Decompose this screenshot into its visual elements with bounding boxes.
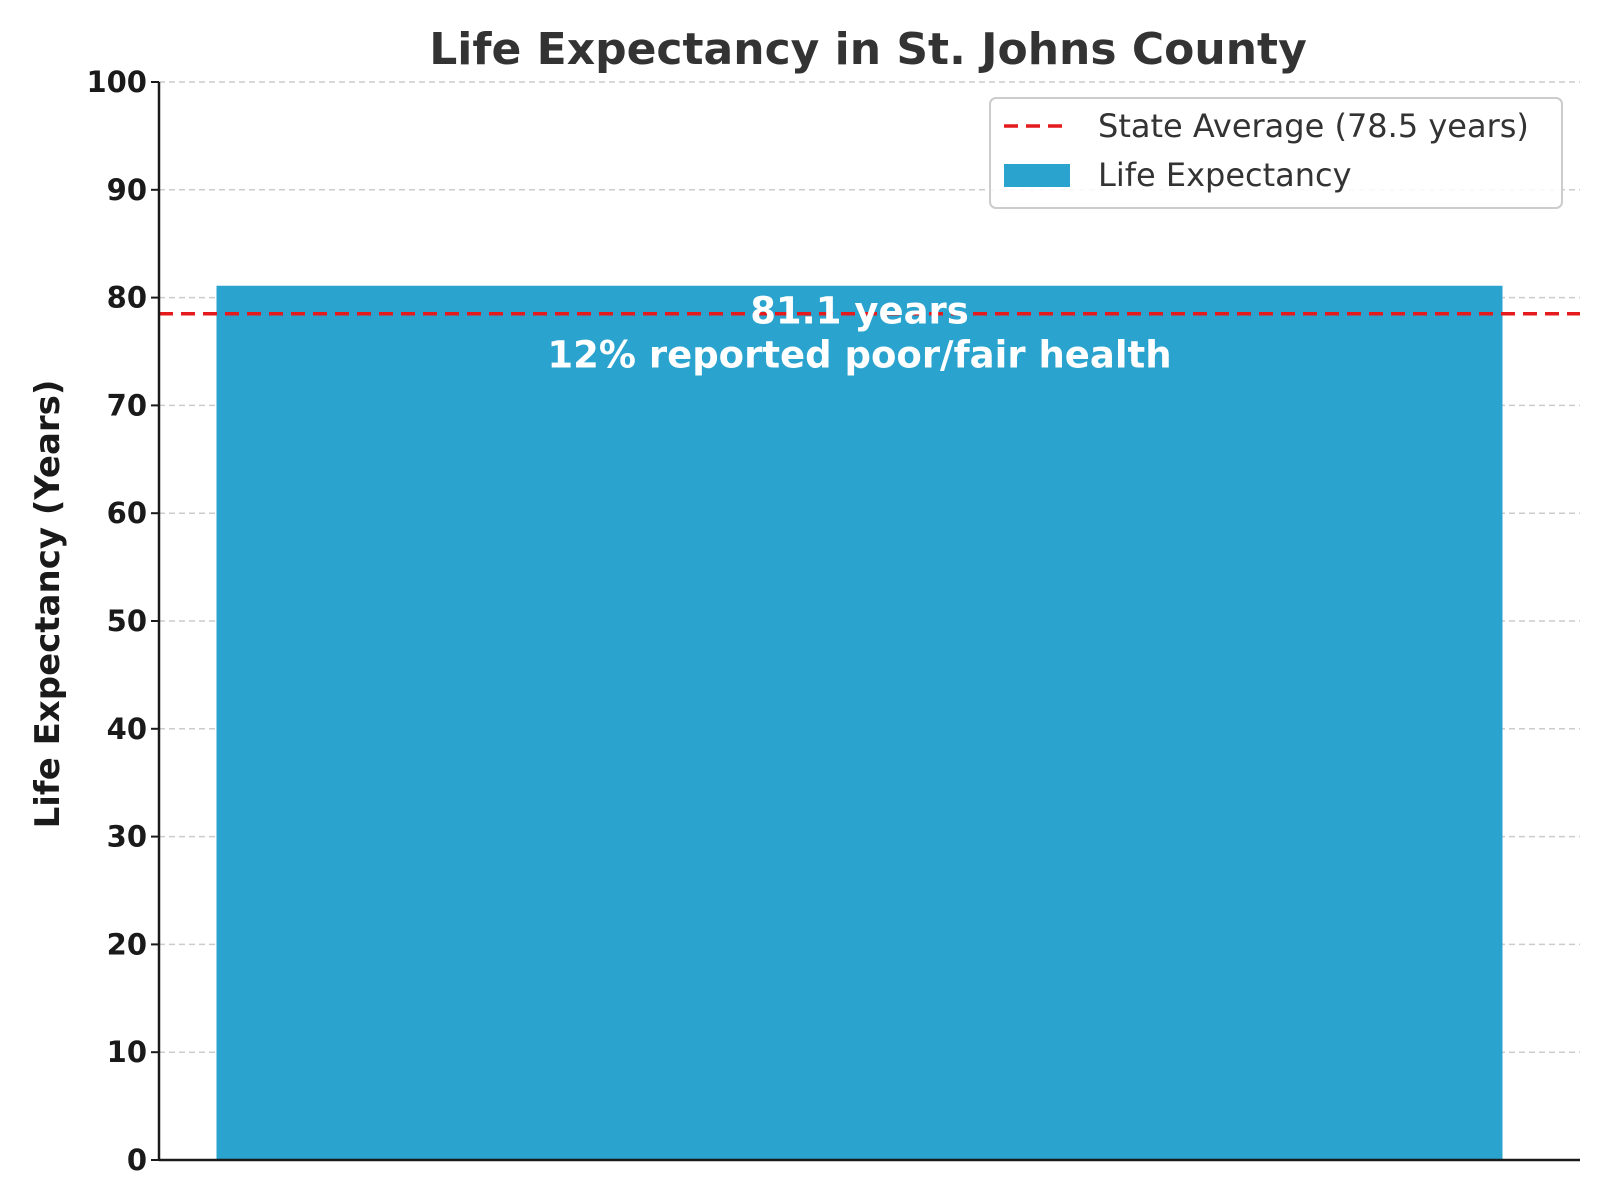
y-tick-label: 0 [127,1143,147,1177]
y-tick-label: 80 [107,281,147,315]
y-tick-label: 60 [107,496,147,530]
y-tick-label: 50 [107,604,147,638]
bars [216,285,1503,1160]
bar-value-label: 81.1 years [750,290,969,333]
y-tick-label: 90 [107,173,147,207]
bar-value-label: 12% reported poor/fair health [547,334,1171,377]
chart-title: Life Expectancy in St. Johns County [429,24,1307,75]
legend-label-state-average: State Average (78.5 years) [1098,107,1529,145]
y-axis-label: Life Expectancy (Years) [28,380,68,829]
y-tick-labels: 0 10 20 30 40 50 60 70 80 90 100 [86,65,159,1177]
y-tick-label: 70 [107,388,147,422]
legend-swatch-life-expectancy [1004,164,1070,187]
bar [216,285,1503,1160]
legend: State Average (78.5 years) Life Expectanc… [989,97,1563,209]
legend-label-life-expectancy: Life Expectancy [1098,156,1352,194]
y-tick-label: 10 [107,1035,147,1069]
y-tick-label: 40 [107,712,147,746]
y-tick-label: 20 [107,927,147,961]
legend-box [989,97,1563,209]
y-tick-label: 30 [107,820,147,854]
y-tick-label: 100 [86,65,147,99]
